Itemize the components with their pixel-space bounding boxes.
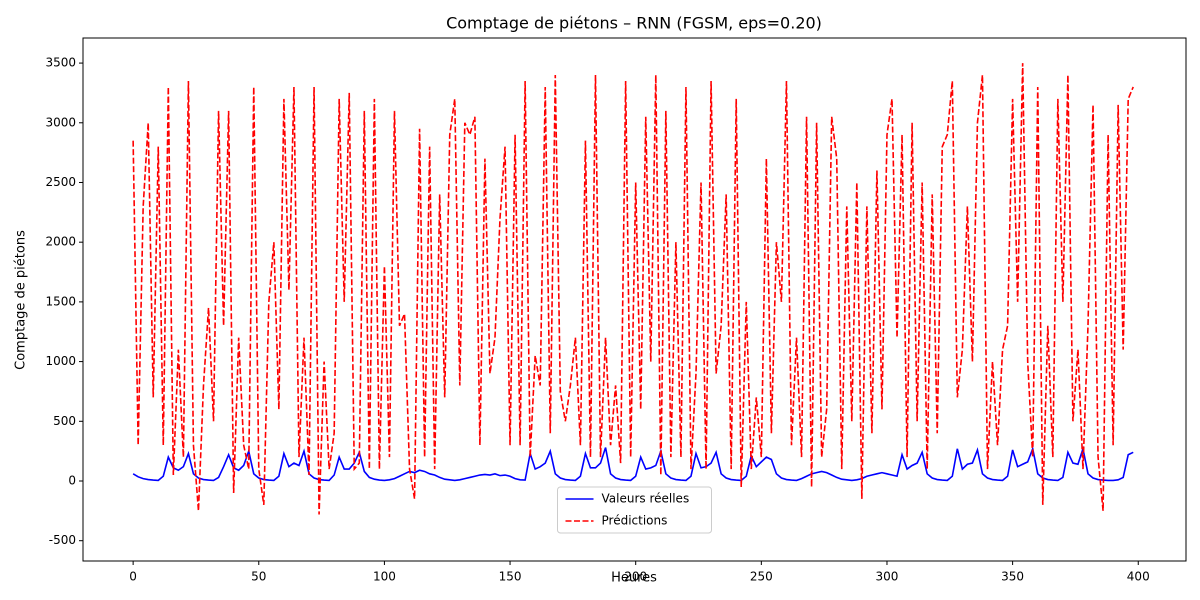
x-axis-label: Heures xyxy=(611,571,657,586)
x-tick-label: 400 xyxy=(1127,570,1150,584)
y-tick-label: -500 xyxy=(49,533,76,547)
y-tick-label: 3000 xyxy=(45,115,76,129)
x-tick-label: 150 xyxy=(499,570,522,584)
y-axis-label: Comptage de piétons xyxy=(14,230,29,370)
y-tick-label: 1000 xyxy=(45,354,76,368)
series-line xyxy=(132,445,1134,482)
x-tick-label: 250 xyxy=(750,570,773,584)
y-tick-label: 0 xyxy=(68,473,76,487)
y-tick-label: 3500 xyxy=(45,56,76,70)
x-tick-label: 300 xyxy=(876,570,899,584)
x-tick-label: 0 xyxy=(129,570,137,584)
y-tick-label: 2500 xyxy=(45,175,76,189)
x-tick-label: 200 xyxy=(624,570,647,584)
x-tick-label: 100 xyxy=(373,570,396,584)
x-tick-label: 50 xyxy=(251,570,266,584)
legend-box xyxy=(557,486,712,534)
legend-label: Prédictions xyxy=(602,514,668,528)
legend-label: Valeurs réelles xyxy=(602,492,690,506)
y-tick-label: 2000 xyxy=(45,235,76,249)
x-tick-label: 350 xyxy=(1001,570,1024,584)
chart-title: Comptage de piétons – RNN (FGSM, eps=0.2… xyxy=(446,14,822,33)
y-tick-label: 1500 xyxy=(45,294,76,308)
y-tick-label: 500 xyxy=(53,414,76,428)
plot xyxy=(132,63,1134,515)
series-line xyxy=(132,63,1134,515)
plot-frame xyxy=(82,37,1187,562)
